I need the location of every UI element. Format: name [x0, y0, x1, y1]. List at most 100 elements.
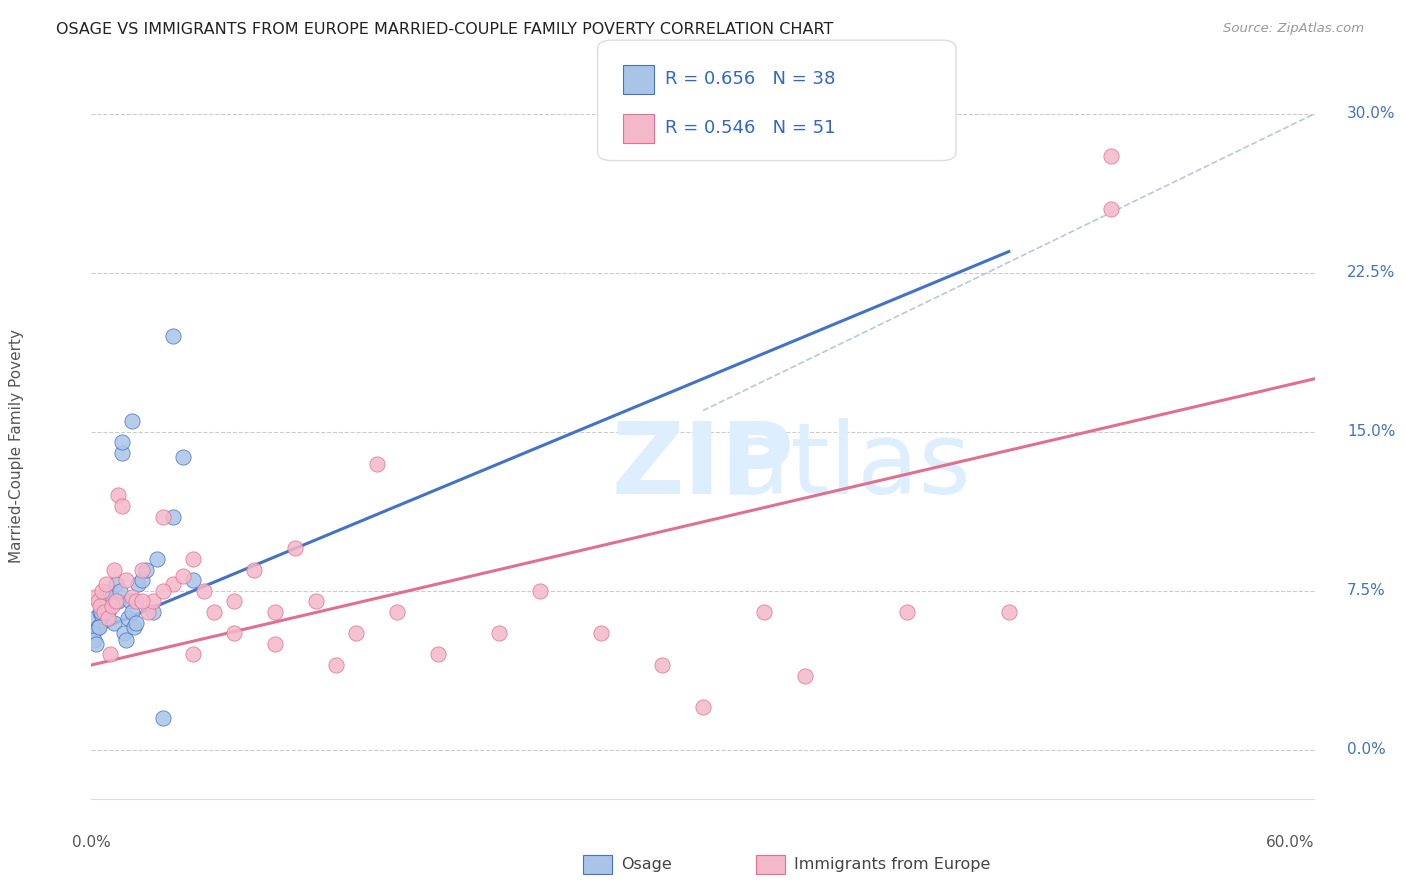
Point: [304, 594, 326, 608]
Point: [162, 577, 184, 591]
Point: [264, 637, 287, 651]
Point: [141, 594, 163, 608]
Point: [121, 605, 143, 619]
Point: [111, 435, 134, 450]
Point: [162, 509, 184, 524]
Point: [103, 615, 125, 630]
Point: [651, 658, 673, 673]
Point: [325, 658, 347, 673]
Point: [98, 583, 121, 598]
Point: [121, 414, 143, 428]
Text: R = 0.656   N = 38: R = 0.656 N = 38: [665, 70, 835, 88]
Point: [243, 563, 266, 577]
Text: 22.5%: 22.5%: [1347, 265, 1395, 280]
Text: Source: ZipAtlas.com: Source: ZipAtlas.com: [1223, 22, 1364, 36]
Point: [97, 605, 120, 619]
Point: [111, 446, 134, 460]
Point: [135, 563, 157, 577]
Point: [90, 605, 112, 619]
Point: [131, 563, 153, 577]
Point: [427, 648, 450, 662]
Point: [86, 594, 108, 608]
Point: [202, 605, 225, 619]
Text: Married-Couple Family Poverty: Married-Couple Family Poverty: [10, 329, 24, 563]
Text: 30.0%: 30.0%: [1347, 106, 1395, 121]
Point: [183, 648, 205, 662]
Point: [122, 620, 145, 634]
Point: [692, 700, 714, 714]
Point: [127, 577, 149, 591]
Text: Osage: Osage: [621, 857, 672, 871]
Point: [284, 541, 307, 556]
Text: 15.0%: 15.0%: [1347, 425, 1395, 439]
Point: [103, 563, 125, 577]
Point: [104, 577, 127, 591]
Point: [94, 577, 117, 591]
Point: [794, 668, 817, 682]
Point: [117, 611, 139, 625]
Point: [145, 552, 167, 566]
Point: [87, 620, 110, 634]
Text: Immigrants from Europe: Immigrants from Europe: [794, 857, 991, 871]
Point: [89, 605, 111, 619]
Point: [94, 594, 117, 608]
Point: [131, 594, 153, 608]
Point: [115, 573, 138, 587]
Point: [84, 611, 107, 625]
Point: [896, 605, 918, 619]
Point: [488, 626, 510, 640]
Point: [162, 329, 184, 343]
Point: [101, 590, 124, 604]
Point: [183, 552, 205, 566]
Point: [385, 605, 409, 619]
Text: OSAGE VS IMMIGRANTS FROM EUROPE MARRIED-COUPLE FAMILY POVERTY CORRELATION CHART: OSAGE VS IMMIGRANTS FROM EUROPE MARRIED-…: [56, 22, 834, 37]
Point: [90, 609, 112, 624]
Point: [89, 599, 111, 613]
Point: [121, 590, 143, 604]
Point: [101, 599, 124, 613]
Text: R = 0.546   N = 51: R = 0.546 N = 51: [665, 120, 835, 137]
Point: [152, 583, 174, 598]
Text: 0.0%: 0.0%: [72, 835, 111, 849]
Point: [222, 594, 246, 608]
Point: [183, 573, 205, 587]
Point: [591, 626, 613, 640]
Point: [172, 569, 194, 583]
Point: [141, 605, 163, 619]
Point: [754, 605, 776, 619]
Point: [93, 599, 115, 613]
Point: [264, 605, 287, 619]
Text: ZIP: ZIP: [612, 417, 794, 515]
Point: [1099, 202, 1122, 216]
Point: [115, 632, 138, 647]
Point: [125, 594, 148, 608]
Point: [1099, 149, 1122, 163]
Point: [82, 626, 104, 640]
Point: [107, 488, 129, 502]
Point: [97, 611, 120, 625]
Point: [86, 620, 108, 634]
Point: [83, 632, 105, 647]
Point: [193, 583, 215, 598]
Point: [529, 583, 551, 598]
Text: 0.0%: 0.0%: [1347, 742, 1386, 757]
Point: [152, 509, 174, 524]
Text: 7.5%: 7.5%: [1347, 583, 1386, 599]
Text: 60.0%: 60.0%: [1267, 835, 1315, 849]
Point: [86, 637, 108, 651]
Point: [222, 626, 246, 640]
Point: [108, 583, 131, 598]
Point: [998, 605, 1021, 619]
Point: [90, 583, 112, 598]
Point: [112, 626, 135, 640]
Point: [120, 594, 142, 608]
Point: [125, 615, 148, 630]
Point: [98, 648, 121, 662]
Point: [172, 450, 194, 465]
Point: [104, 594, 127, 608]
Point: [107, 594, 129, 608]
Point: [111, 499, 134, 513]
Point: [138, 605, 160, 619]
Point: [152, 711, 174, 725]
Point: [93, 605, 115, 619]
